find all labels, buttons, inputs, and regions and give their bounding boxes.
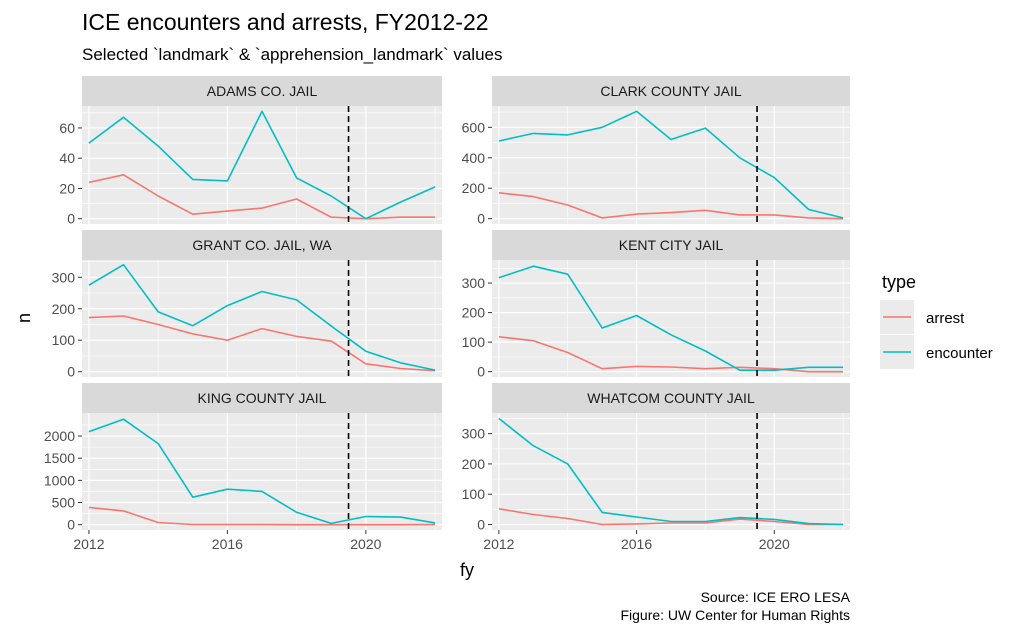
series-line-encounter (88, 263, 436, 371)
y-tick-label: 1500 (44, 450, 75, 466)
x-tick-label: 2012 (73, 536, 104, 552)
strip-background (492, 76, 850, 106)
y-tick-label: 2000 (44, 428, 75, 444)
series-line-encounter (88, 110, 436, 220)
legend-label-arrest: arrest (926, 310, 965, 327)
y-tick-label: 60 (59, 120, 75, 136)
series-line-arrest (498, 508, 844, 526)
caption-source: Source: ICE ERO LESA (701, 589, 851, 605)
strip-background (82, 383, 442, 413)
series-line-arrest (88, 506, 436, 526)
x-tick-label: 2020 (350, 536, 381, 552)
y-tick-label: 200 (462, 180, 486, 196)
y-tick-label: 600 (462, 119, 486, 135)
panel-background (492, 106, 850, 224)
series-line-arrest (498, 192, 844, 220)
strip-label: KING COUNTY JAIL (198, 390, 327, 406)
strip-label: CLARK COUNTY JAIL (600, 83, 742, 99)
y-tick-label: 200 (462, 305, 486, 321)
strip-label: GRANT CO. JAIL, WA (192, 237, 332, 253)
y-tick-label: 20 (59, 180, 75, 196)
y-tick-label: 400 (462, 150, 486, 166)
y-tick-label: 100 (462, 334, 486, 350)
strip-background (492, 383, 850, 413)
strip-background (492, 230, 850, 260)
chart-subtitle: Selected `landmark` & `apprehension_land… (82, 45, 503, 64)
panel-kent-city-jail: KENT CITY JAIL 0 100 200 300 (462, 230, 850, 380)
strip-background (82, 230, 442, 260)
panel-background (492, 260, 850, 377)
panel-whatcom-county-jail: WHATCOM COUNTY JAIL 0 100 200 300 2012 2016 202… (462, 383, 850, 552)
caption-credit: Figure: UW Center for Human Rights (620, 607, 850, 623)
y-tick-label: 200 (52, 301, 76, 317)
y-tick-label: 300 (462, 275, 486, 291)
x-tick-label: 2016 (621, 536, 652, 552)
series-line-encounter (498, 110, 844, 219)
legend-title: type (882, 272, 916, 292)
y-tick-label: 100 (52, 332, 76, 348)
strip-label: WHATCOM COUNTY JAIL (587, 390, 755, 406)
panel-background (82, 260, 442, 377)
panel-background (82, 106, 442, 224)
y-tick-label: 1000 (44, 472, 75, 488)
x-tick-label: 2020 (759, 536, 790, 552)
series-line-arrest (88, 174, 436, 220)
strip-label: ADAMS CO. JAIL (207, 83, 318, 99)
y-tick-label: 500 (52, 495, 76, 511)
y-tick-label: 100 (462, 486, 486, 502)
x-axis-title: fy (460, 560, 474, 580)
chart-title: ICE encounters and arrests, FY2012-22 (82, 9, 489, 35)
facet-panels: ADAMS CO. JAIL 0 20 40 60 CLARK COUNTY JAIL 0 2… (44, 76, 850, 552)
y-tick-label: 40 (59, 150, 75, 166)
y-tick-label: 0 (67, 211, 75, 227)
y-tick-label: 0 (67, 364, 75, 380)
panel-background (82, 413, 442, 530)
y-tick-label: 200 (462, 456, 486, 472)
y-tick-label: 300 (462, 426, 486, 442)
series-line-encounter (88, 418, 436, 525)
panel-background (492, 413, 850, 530)
x-tick-label: 2012 (483, 536, 514, 552)
y-tick-label: 0 (477, 364, 485, 380)
panel-grant-co-jail-wa: GRANT CO. JAIL, WA 0 100 200 300 (52, 230, 442, 380)
series-line-encounter (498, 417, 844, 526)
panel-king-county-jail: KING COUNTY JAIL 0 500 1000 1500 2000 2012 2016… (44, 383, 442, 552)
panel-adams-co-jail: ADAMS CO. JAIL 0 20 40 60 (59, 76, 442, 227)
series-line-arrest (88, 315, 436, 372)
y-tick-label: 0 (67, 517, 75, 533)
legend-label-encounter: encounter (926, 345, 993, 362)
y-tick-label: 0 (477, 517, 485, 533)
panel-clark-county-jail: CLARK COUNTY JAIL 0 200 400 600 (462, 76, 850, 227)
y-tick-label: 300 (52, 269, 76, 285)
strip-label: KENT CITY JAIL (619, 237, 724, 253)
x-tick-label: 2016 (212, 536, 243, 552)
legend-key-arrest: arrest (880, 300, 965, 334)
series-line-encounter (498, 265, 844, 372)
y-tick-label: 0 (477, 211, 485, 227)
legend-key-encounter: encounter (880, 335, 993, 369)
legend: type arrest encounter (880, 272, 993, 369)
strip-background (82, 76, 442, 106)
y-axis-title: n (14, 313, 34, 323)
